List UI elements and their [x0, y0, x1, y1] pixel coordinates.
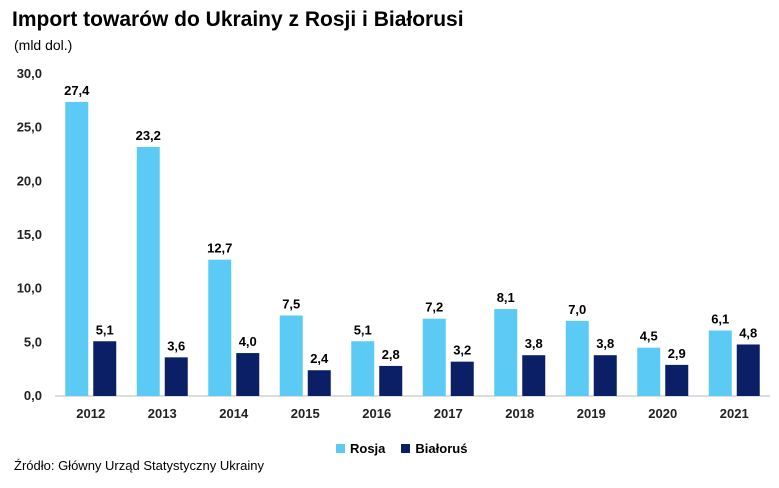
bar-rosja-2013: [136, 146, 160, 396]
x-tick-label: 2019: [577, 406, 606, 421]
y-tick-label: 5,0: [24, 334, 42, 349]
data-label-rosja-2012: 27,4: [64, 83, 90, 98]
legend-swatch-rosja: [336, 444, 345, 453]
data-label-rosja-2020: 4,5: [640, 329, 658, 344]
data-label-rosja-2021: 6,1: [711, 312, 729, 327]
x-tick-label: 2017: [434, 406, 463, 421]
x-tick-label: 2013: [148, 406, 177, 421]
data-label-bialorus-2014: 4,0: [239, 334, 257, 349]
bar-rosja-2016: [351, 341, 375, 396]
data-label-rosja-2014: 12,7: [207, 241, 232, 256]
bar-rosja-2018: [494, 309, 518, 396]
x-tick-label: 2015: [291, 406, 320, 421]
bar-rosja-2017: [422, 318, 446, 396]
legend-label-rosja: Rosja: [350, 441, 386, 456]
y-tick-label: 0,0: [24, 388, 42, 403]
data-label-rosja-2015: 7,5: [282, 297, 300, 312]
bar-rosja-2021: [708, 330, 732, 396]
data-label-rosja-2013: 23,2: [136, 128, 161, 143]
data-label-bialorus-2013: 3,6: [167, 338, 185, 353]
bar-bialorus-2013: [164, 357, 188, 396]
bar-rosja-2012: [65, 101, 89, 396]
bar-bialorus-2020: [665, 364, 689, 396]
bar-rosja-2019: [565, 320, 589, 396]
data-label-bialorus-2021: 4,8: [739, 325, 757, 340]
x-tick-label: 2018: [505, 406, 534, 421]
legend-swatch-bialorus: [401, 444, 411, 453]
bar-rosja-2020: [637, 347, 661, 396]
x-tick-label: 2016: [362, 406, 391, 421]
data-label-bialorus-2017: 3,2: [453, 343, 471, 358]
data-label-rosja-2016: 5,1: [354, 322, 372, 337]
legend: Rosja Białoruś: [336, 441, 467, 456]
y-tick-label: 15,0: [17, 227, 42, 242]
bar-bialorus-2019: [593, 355, 617, 396]
bar-bialorus-2015: [307, 370, 331, 396]
bar-bialorus-2021: [736, 344, 760, 396]
data-label-rosja-2017: 7,2: [425, 300, 443, 315]
x-tick-label: 2021: [720, 406, 749, 421]
bar-bialorus-2014: [236, 353, 260, 396]
chart-title: Import towarów do Ukrainy z Rosji i Biał…: [12, 8, 464, 31]
bar-bialorus-2012: [93, 341, 117, 396]
legend-item-rosja: Rosja: [336, 441, 385, 456]
bar-rosja-2015: [279, 315, 303, 396]
data-label-bialorus-2019: 3,8: [596, 336, 614, 351]
legend-label-bialorus: Białoruś: [415, 441, 468, 456]
bar-bialorus-2016: [379, 365, 403, 396]
data-label-bialorus-2020: 2,9: [668, 346, 686, 361]
data-label-rosja-2019: 7,0: [568, 302, 586, 317]
bar-chart: 0,0 5,0 10,0 15,0 20,0 25,0 30,0 27,4 5,1 2012 23,…: [17, 66, 770, 421]
data-label-bialorus-2016: 2,8: [382, 347, 400, 362]
data-label-bialorus-2012: 5,1: [96, 322, 114, 337]
y-tick-label: 10,0: [17, 281, 42, 296]
x-tick-label: 2014: [219, 406, 249, 421]
y-tick-label: 30,0: [17, 66, 42, 81]
x-tick-label: 2020: [648, 406, 677, 421]
data-label-bialorus-2015: 2,4: [310, 351, 329, 366]
source-note: Źródło: Główny Urząd Statystyczny Ukrain…: [14, 458, 264, 473]
bar-rosja-2014: [208, 259, 232, 396]
data-label-rosja-2018: 8,1: [497, 290, 515, 305]
chart-subtitle: (mld dol.): [14, 37, 73, 53]
y-tick-label: 25,0: [17, 120, 42, 135]
bar-bialorus-2017: [450, 361, 474, 396]
legend-item-bialorus: Białoruś: [401, 441, 467, 456]
data-label-bialorus-2018: 3,8: [525, 336, 543, 351]
x-tick-label: 2012: [76, 406, 105, 421]
bar-bialorus-2018: [522, 355, 546, 396]
y-tick-label: 20,0: [17, 173, 42, 188]
